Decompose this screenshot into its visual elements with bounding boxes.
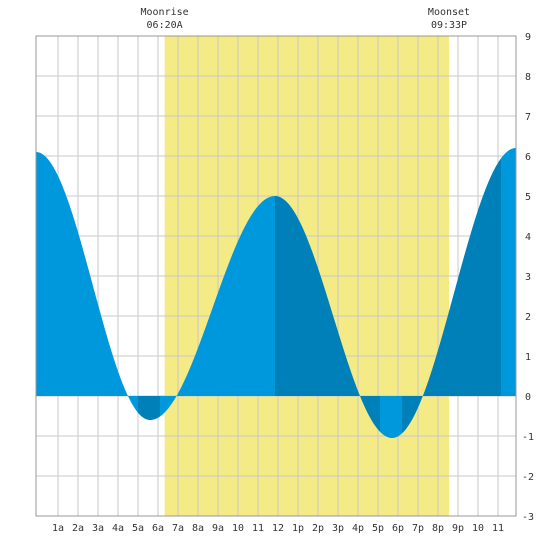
x-tick-label: 7a <box>172 523 184 534</box>
x-tick-label: 8a <box>192 523 204 534</box>
x-tick-label: 2a <box>72 523 84 534</box>
x-tick-label: 1a <box>52 523 64 534</box>
y-tick-label: 5 <box>525 192 531 203</box>
x-tick-label: 9a <box>212 523 224 534</box>
y-tick-label: 7 <box>525 112 531 123</box>
y-tick-label: 2 <box>525 312 531 323</box>
y-tick-label: 8 <box>525 72 531 83</box>
y-tick-label: -3 <box>522 512 534 523</box>
moon-event-label: Moonset <box>428 7 470 18</box>
moon-event-time: 09:33P <box>431 20 467 31</box>
x-tick-label: 8p <box>432 523 444 534</box>
y-tick-label: 0 <box>525 392 531 403</box>
x-tick-label: 6a <box>152 523 164 534</box>
plot-frame <box>35 35 517 517</box>
moon-event-time: 06:20A <box>147 20 183 31</box>
y-tick-labels: -3 -2 -1 0 1 2 3 4 5 6 7 8 9 <box>522 32 534 523</box>
x-tick-label: 12 <box>272 523 284 534</box>
tide-area-segment <box>501 148 516 396</box>
y-tick-label: -1 <box>522 432 534 443</box>
x-tick-label: 10 <box>232 523 244 534</box>
tide-area-segment <box>380 396 402 438</box>
y-tick-label: 9 <box>525 32 531 43</box>
y-tick-label: 4 <box>525 232 531 243</box>
x-tick-labels: 1a 2a 3a 4a 5a 6a 7a 8a 9a 10 11 12 1p 2p 3p 4p 5p 6p 7p 8p… <box>52 523 504 534</box>
y-tick-label: 1 <box>525 352 531 363</box>
x-tick-label: 10 <box>472 523 484 534</box>
x-tick-label: 2p <box>312 523 324 534</box>
moon-annotations: Moonrise 06:20A Moonset 09:33P <box>141 7 471 31</box>
x-tick-label: 7p <box>412 523 424 534</box>
tide-area-segment <box>402 158 501 434</box>
x-tick-label: 9p <box>452 523 464 534</box>
y-tick-label: -2 <box>522 472 534 483</box>
tide-area-segment <box>138 396 160 420</box>
x-tick-label: 11 <box>252 523 264 534</box>
x-tick-label: 11 <box>492 523 504 534</box>
y-tick-label: 6 <box>525 152 531 163</box>
y-tick-label: 3 <box>525 272 531 283</box>
x-tick-label: 4a <box>112 523 124 534</box>
x-tick-label: 4p <box>352 523 364 534</box>
x-tick-label: 6p <box>392 523 404 534</box>
x-tick-label: 5a <box>132 523 144 534</box>
tide-area-layer <box>36 148 516 438</box>
moon-event-label: Moonrise <box>141 7 189 18</box>
tide-area-segment <box>36 152 138 413</box>
tide-area-segment <box>275 196 380 432</box>
x-tick-label: 3p <box>332 523 344 534</box>
x-tick-label: 1p <box>292 523 304 534</box>
x-tick-label: 3a <box>92 523 104 534</box>
x-tick-label: 5p <box>372 523 384 534</box>
tide-area-segment <box>160 196 275 417</box>
